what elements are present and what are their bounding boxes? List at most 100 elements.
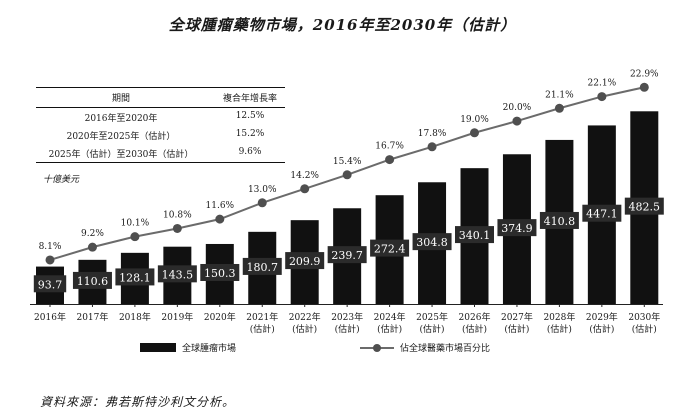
- line-point: [257, 198, 267, 208]
- line-point: [45, 255, 55, 265]
- cagr-rate: 12.5%: [235, 111, 265, 121]
- bar-value-label: 374.9: [501, 222, 533, 235]
- bar-label-bg: [497, 219, 537, 237]
- x-tick-label: 2018年: [119, 311, 151, 323]
- line-point: [215, 214, 225, 224]
- cagr-table: 期間 複合年增長率 2016年至2020年 12.5% 2020年至2025年（…: [36, 87, 285, 163]
- x-tick-label: 2029年: [586, 311, 618, 323]
- bar-value-label: 304.8: [416, 236, 448, 249]
- cagr-table-header: 期間 複合年增長率: [36, 87, 285, 108]
- line-value-label: 20.0%: [503, 103, 532, 113]
- x-tick-label: 2026年: [459, 311, 491, 323]
- x-tick-label: 2023年: [331, 311, 363, 323]
- bar-value-label: 340.1: [459, 229, 491, 242]
- legend: 全球腫瘤市場 佔全球醫藥市場百分比: [140, 341, 660, 357]
- bar-value-label: 110.6: [77, 275, 109, 288]
- line-value-label: 22.1%: [588, 79, 617, 89]
- x-tick-label: 2028年: [543, 311, 575, 323]
- x-tick-label: 2030年: [628, 311, 660, 323]
- line-value-label: 21.1%: [545, 90, 574, 100]
- bar-label-bg: [455, 226, 494, 244]
- x-tick-label: (估計): [420, 323, 445, 335]
- line-point: [300, 184, 310, 194]
- x-tick-label: 2021年: [246, 311, 278, 323]
- x-tick-label: 2024年: [374, 311, 406, 323]
- line-point: [554, 103, 564, 113]
- line-value-label: 10.8%: [163, 210, 192, 220]
- line-point: [87, 242, 97, 252]
- line-value-label: 13.0%: [248, 185, 277, 195]
- bar-value-label: 93.7: [38, 278, 63, 291]
- bar-label-bg: [624, 197, 664, 215]
- line-point: [639, 82, 649, 92]
- line-point: [470, 128, 479, 138]
- bar-label-bg: [115, 268, 155, 286]
- legend-bar-label: 全球腫瘤市場: [182, 344, 237, 354]
- x-tick-label: 2019年: [161, 311, 193, 323]
- x-tick-label: (估計): [589, 323, 614, 335]
- line-point: [342, 170, 352, 180]
- x-tick-label: (估計): [632, 323, 657, 335]
- line-value-label: 22.9%: [630, 69, 659, 79]
- bar-label-bg: [33, 275, 67, 293]
- bar-value-label: 150.3: [204, 267, 236, 280]
- line-value-label: 11.6%: [206, 201, 235, 211]
- bar-value-label: 272.4: [374, 243, 406, 256]
- x-tick-label: 2017年: [76, 311, 108, 323]
- cagr-rate: 15.2%: [235, 129, 265, 139]
- legend-item-bar: 全球腫瘤市場: [140, 341, 236, 354]
- bar-value-label: 482.5: [629, 201, 661, 214]
- bar-label-bg: [412, 233, 452, 251]
- bar-value-label: 128.1: [119, 271, 151, 284]
- cagr-header-period: 期間: [111, 94, 130, 104]
- line-point: [512, 116, 522, 126]
- x-tick-label: (估計): [462, 323, 487, 335]
- bar-label-bg: [370, 239, 410, 257]
- bar-label-bg: [157, 265, 197, 283]
- line-value-label: 14.2%: [290, 171, 319, 181]
- bar-label-bg: [72, 271, 112, 289]
- chart-title: 全球腫瘤藥物市場，2016年至2030年（估計）: [168, 16, 517, 34]
- legend-bar-swatch: [140, 343, 176, 352]
- x-tick-label: 2022年: [289, 311, 321, 323]
- x-tick-label: (估計): [504, 323, 529, 335]
- x-tick-label: (估計): [250, 323, 275, 335]
- legend-line-marker-icon: [360, 343, 394, 353]
- x-tick-label: 2020年: [204, 311, 236, 323]
- line-point: [597, 92, 607, 102]
- line-value-label: 15.4%: [333, 157, 362, 167]
- x-tick-label: (估計): [335, 323, 360, 335]
- bar-label-bg: [242, 257, 282, 275]
- cagr-period: 2016年至2020年: [84, 114, 158, 124]
- line-value-label: 19.0%: [460, 115, 489, 125]
- bar-value-label: 410.8: [544, 215, 576, 228]
- x-tick-label: 2016年: [34, 311, 66, 323]
- legend-line-label: 佔全球醫藥市場百分比: [400, 344, 491, 354]
- cagr-period: 2025年（估計）至2030年（估計）: [48, 150, 194, 160]
- line-value-label: 10.1%: [121, 219, 150, 229]
- line-value-label: 16.7%: [375, 142, 404, 152]
- bar-label-bg: [539, 211, 579, 229]
- bar-label-bg: [285, 252, 325, 270]
- line-point: [130, 232, 140, 242]
- line-point: [385, 155, 395, 165]
- x-tick-label: (估計): [547, 323, 572, 335]
- bar-label-bg: [327, 246, 367, 264]
- bar-value-label: 143.5: [162, 268, 194, 281]
- cagr-header-rate: 複合年增長率: [222, 94, 277, 104]
- bar-value-label: 239.7: [331, 249, 363, 262]
- cagr-period: 2020年至2025年（估計）: [66, 132, 176, 142]
- line-value-label: 9.2%: [81, 229, 104, 239]
- line-value-label: 17.8%: [418, 129, 447, 139]
- x-tick-label: 2027年: [501, 311, 533, 323]
- unit-label: 十億美元: [43, 175, 80, 185]
- cagr-rate: 9.6%: [238, 147, 262, 157]
- cagr-row: 2020年至2025年（估計） 15.2%: [36, 126, 285, 144]
- bar-value-label: 209.9: [289, 255, 321, 268]
- source-note: 資料來源：弗若斯特沙利文分析。: [40, 395, 236, 409]
- bar-value-label: 180.7: [247, 261, 279, 274]
- bar-value-label: 447.1: [586, 208, 618, 221]
- x-tick-label: 2025年: [416, 311, 448, 323]
- chart-canvas: 93.7 2016年 110.6 2017年 128.1 2018年 143.5 2019年 1…: [30, 69, 664, 335]
- bar-label-bg: [582, 204, 622, 222]
